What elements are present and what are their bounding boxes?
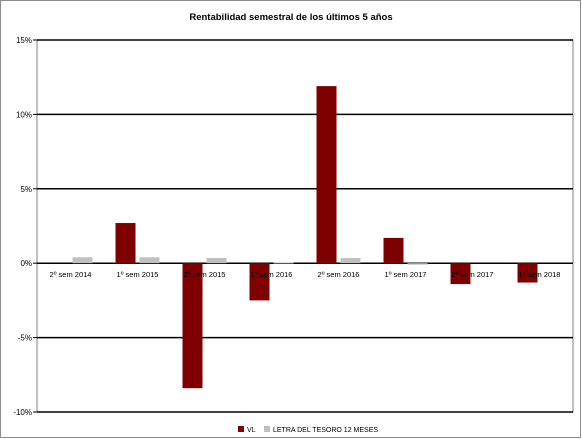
y-tick-label: 0% — [20, 259, 32, 268]
bar-letra — [72, 257, 93, 264]
legend-swatch-letra — [264, 426, 270, 432]
bar-vl — [249, 263, 270, 301]
x-tick-label: 1º sem 2017 — [385, 270, 427, 279]
legend-label-vl: VL — [247, 427, 256, 434]
y-tick-label: -5% — [18, 334, 32, 343]
y-tick-label: 10% — [16, 110, 32, 119]
y-tick-label: -10% — [13, 408, 32, 417]
legend-swatch-vl — [238, 426, 244, 432]
x-tick-label: 1º sem 2015 — [117, 270, 159, 279]
y-tick-label: 15% — [16, 36, 32, 45]
bar-vl — [182, 263, 203, 389]
bar-letra — [139, 257, 160, 264]
bar-letra — [340, 257, 361, 264]
x-tick-label: 1º sem 2016 — [251, 270, 293, 279]
x-tick-label: 2º sem 2017 — [452, 270, 494, 279]
bar-vl — [383, 237, 404, 264]
bar-vl — [450, 263, 471, 285]
bar-vl — [517, 263, 538, 283]
bar-letra — [407, 263, 428, 265]
bar-letra — [206, 257, 227, 264]
bar-vl — [115, 223, 136, 264]
x-tick-label: 2º sem 2014 — [50, 270, 92, 279]
x-tick-label: 1º sem 2018 — [519, 270, 561, 279]
y-tick-label: 5% — [20, 185, 32, 194]
bar-letra — [273, 262, 294, 264]
legend-label-letra: LETRA DEL TESORO 12 MESES — [273, 427, 378, 434]
x-tick-label: 2º sem 2015 — [184, 270, 226, 279]
x-tick-label: 2º sem 2016 — [318, 270, 360, 279]
chart-title: Rentabilidad semestral de los últimos 5 … — [189, 12, 393, 23]
bar-vl — [316, 86, 337, 264]
